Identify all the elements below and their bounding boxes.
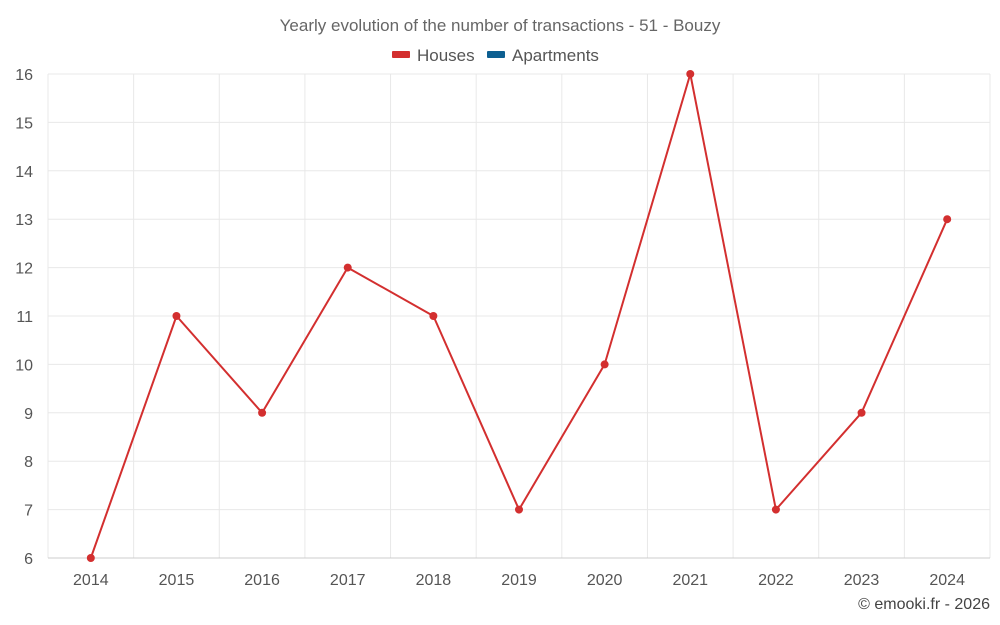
data-point-houses[interactable] <box>515 505 523 514</box>
x-tick-label: 2021 <box>672 572 708 589</box>
data-point-houses[interactable] <box>172 312 181 320</box>
x-tick-label: 2024 <box>929 572 965 589</box>
y-tick-label: 9 <box>24 406 33 423</box>
legend-label-apartments: Apartments <box>512 46 599 65</box>
legend-item-apartments[interactable]: Apartments <box>487 46 599 65</box>
x-tick-label: 2022 <box>758 572 794 589</box>
data-point-houses[interactable] <box>86 554 95 562</box>
y-tick-label: 7 <box>24 503 33 520</box>
legend: Houses Apartments <box>392 46 599 65</box>
x-tick-label: 2023 <box>844 572 880 589</box>
data-point-houses[interactable] <box>771 505 780 514</box>
x-tick-label: 2019 <box>501 572 537 589</box>
legend-swatch-houses <box>392 51 410 58</box>
series-points <box>86 70 952 562</box>
y-axis-ticks: 6 7 8 9 10 11 12 13 14 15 16 <box>15 67 33 568</box>
x-axis-ticks: 2014 2015 2016 2017 2018 2019 2020 2021 2022 2023… <box>73 572 965 589</box>
x-tick-label: 2016 <box>244 572 280 589</box>
y-tick-label: 13 <box>15 212 33 229</box>
x-tick-label: 2018 <box>416 572 452 589</box>
chart-title: Yearly evolution of the number of transa… <box>280 16 721 35</box>
y-tick-label: 12 <box>15 261 33 278</box>
y-tick-label: 8 <box>24 454 33 471</box>
data-point-houses[interactable] <box>600 360 609 369</box>
y-tick-label: 16 <box>15 67 33 84</box>
x-tick-label: 2015 <box>159 572 195 589</box>
legend-item-houses[interactable]: Houses <box>392 46 475 65</box>
legend-swatch-apartments <box>487 51 505 58</box>
y-tick-label: 15 <box>15 115 33 132</box>
credit-text: © emooki.fr - 2026 <box>858 596 990 613</box>
data-point-houses[interactable] <box>686 70 695 78</box>
data-point-houses[interactable] <box>857 408 866 417</box>
data-point-houses[interactable] <box>429 312 438 320</box>
x-tick-label: 2020 <box>587 572 623 589</box>
data-point-houses[interactable] <box>258 408 267 417</box>
y-tick-label: 10 <box>15 357 33 374</box>
y-tick-label: 14 <box>15 164 33 181</box>
x-gridlines <box>47 74 991 558</box>
data-point-houses[interactable] <box>943 215 952 224</box>
data-point-houses[interactable] <box>343 263 352 272</box>
y-tick-label: 11 <box>16 309 33 326</box>
x-tick-label: 2017 <box>330 572 366 589</box>
y-gridlines <box>48 73 990 511</box>
x-tick-label: 2014 <box>73 572 109 589</box>
legend-label-houses: Houses <box>417 46 475 65</box>
y-tick-label: 6 <box>24 551 33 568</box>
